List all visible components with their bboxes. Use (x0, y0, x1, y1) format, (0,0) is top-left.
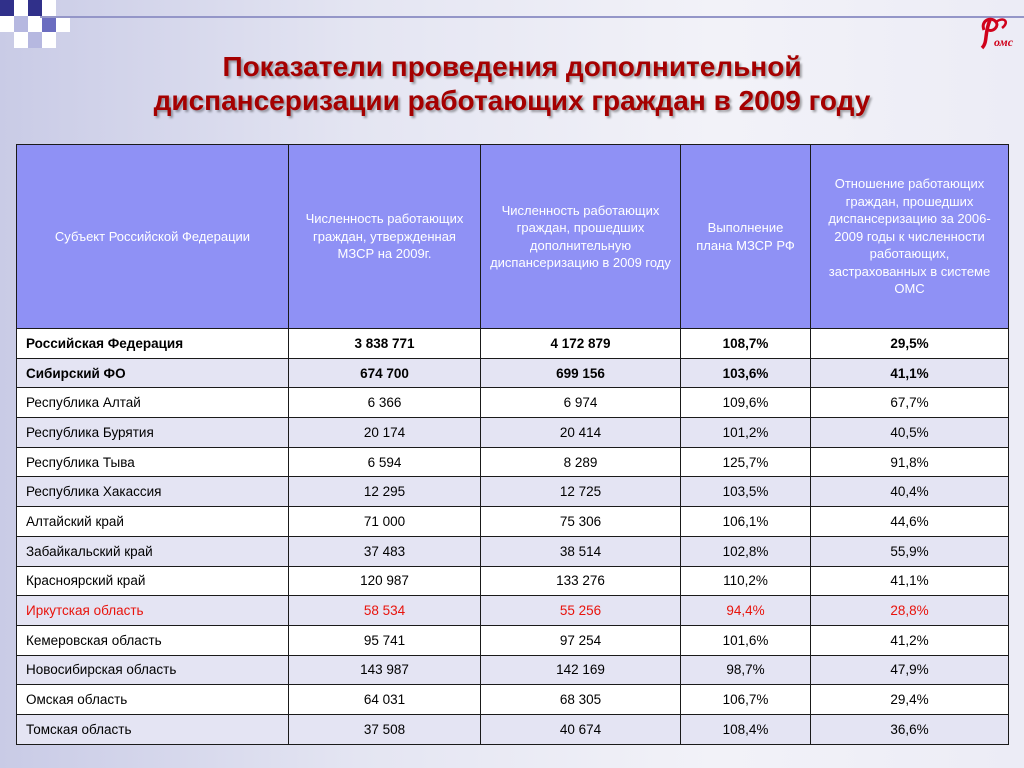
table-row: Красноярский край 120 987 133 276 110,2% 41,… (16, 565, 1009, 597)
cell-plan-fulfillment: 125,7% (680, 446, 811, 478)
table-row: Республика Тыва 6 594 8 289 125,7% 91,8% (16, 446, 1009, 478)
cell-planned-count: 143 987 (288, 654, 481, 686)
cell-planned-count: 64 031 (288, 684, 481, 715)
cell-coverage-ratio: 28,8% (810, 595, 1009, 626)
cell-examined-count: 133 276 (480, 565, 681, 597)
cell-planned-count: 37 508 (288, 713, 481, 745)
cell-examined-count: 38 514 (480, 535, 681, 567)
cell-coverage-ratio: 40,5% (810, 417, 1009, 448)
cell-examined-count: 68 305 (480, 684, 681, 715)
cell-examined-count: 4 172 879 (480, 328, 681, 359)
cell-coverage-ratio: 41,2% (810, 624, 1009, 656)
cell-examined-count: 12 725 (480, 476, 681, 508)
cell-planned-count: 58 534 (288, 595, 481, 626)
cell-subject: Республика Хакассия (16, 476, 289, 508)
table-row: Сибирский ФО 674 700 699 156 103,6% 41,1% (16, 357, 1009, 389)
cell-coverage-ratio: 67,7% (810, 387, 1009, 419)
cell-coverage-ratio: 41,1% (810, 357, 1009, 389)
cell-coverage-ratio: 29,4% (810, 684, 1009, 715)
cell-plan-fulfillment: 98,7% (680, 654, 811, 686)
cell-subject: Российская Федерация (16, 328, 289, 359)
cell-plan-fulfillment: 109,6% (680, 387, 811, 419)
cell-examined-count: 97 254 (480, 624, 681, 656)
cell-plan-fulfillment: 103,5% (680, 476, 811, 508)
table-header-row: Субъект Российской Федерации Численность… (16, 144, 1009, 329)
table-row: Иркутская область 58 534 55 256 94,4% 28,8% (16, 595, 1009, 626)
cell-subject: Алтайский край (16, 506, 289, 537)
cell-plan-fulfillment: 106,1% (680, 506, 811, 537)
cell-coverage-ratio: 41,1% (810, 565, 1009, 597)
table-body: Российская Федерация 3 838 771 4 172 879 10… (16, 328, 1009, 745)
cell-subject: Республика Бурятия (16, 417, 289, 448)
cell-subject: Иркутская область (16, 595, 289, 626)
cell-planned-count: 37 483 (288, 535, 481, 567)
table-row: Новосибирская область 143 987 142 169 98,7%… (16, 654, 1009, 686)
cell-planned-count: 6 594 (288, 446, 481, 478)
cell-planned-count: 20 174 (288, 417, 481, 448)
cell-plan-fulfillment: 101,2% (680, 417, 811, 448)
title-line-2: диспансеризации работающих граждан в 200… (153, 85, 871, 116)
table-row: Республика Бурятия 20 174 20 414 101,2% 40,5… (16, 417, 1009, 448)
table-row: Российская Федерация 3 838 771 4 172 879 10… (16, 328, 1009, 359)
cell-subject: Республика Алтай (16, 387, 289, 419)
cell-coverage-ratio: 91,8% (810, 446, 1009, 478)
cell-coverage-ratio: 44,6% (810, 506, 1009, 537)
cell-subject: Красноярский край (16, 565, 289, 597)
cell-examined-count: 142 169 (480, 654, 681, 686)
cell-planned-count: 71 000 (288, 506, 481, 537)
cell-subject: Новосибирская область (16, 654, 289, 686)
cell-coverage-ratio: 36,6% (810, 713, 1009, 745)
cell-examined-count: 6 974 (480, 387, 681, 419)
cell-plan-fulfillment: 108,7% (680, 328, 811, 359)
cell-plan-fulfillment: 103,6% (680, 357, 811, 389)
cell-planned-count: 3 838 771 (288, 328, 481, 359)
cell-examined-count: 699 156 (480, 357, 681, 389)
slide-title: Показатели проведения дополнительной дис… (0, 50, 1024, 118)
cell-planned-count: 95 741 (288, 624, 481, 656)
cell-planned-count: 674 700 (288, 357, 481, 389)
table-row: Омская область 64 031 68 305 106,7% 29,4% (16, 684, 1009, 715)
column-header-plan-fulfillment: Выполнение плана МЗСР РФ (680, 144, 811, 329)
cell-plan-fulfillment: 108,4% (680, 713, 811, 745)
cell-coverage-ratio: 47,9% (810, 654, 1009, 686)
decorative-squares (0, 0, 90, 50)
cell-examined-count: 75 306 (480, 506, 681, 537)
table-row: Республика Алтай 6 366 6 974 109,6% 67,7% (16, 387, 1009, 419)
cell-subject: Забайкальский край (16, 535, 289, 567)
cell-plan-fulfillment: 106,7% (680, 684, 811, 715)
logo-text: омс (994, 35, 1014, 49)
cell-plan-fulfillment: 110,2% (680, 565, 811, 597)
cell-planned-count: 12 295 (288, 476, 481, 508)
column-header-subject: Субъект Российской Федерации (16, 144, 289, 329)
cell-plan-fulfillment: 101,6% (680, 624, 811, 656)
table-row: Алтайский край 71 000 75 306 106,1% 44,6% (16, 506, 1009, 537)
cell-subject: Республика Тыва (16, 446, 289, 478)
column-header-planned-count: Численность работающих граждан, утвержде… (288, 144, 481, 329)
cell-subject: Кемеровская область (16, 624, 289, 656)
cell-plan-fulfillment: 102,8% (680, 535, 811, 567)
cell-examined-count: 55 256 (480, 595, 681, 626)
table-row: Томская область 37 508 40 674 108,4% 36,6% (16, 713, 1009, 745)
foms-logo: омс (976, 12, 1022, 52)
cell-subject: Омская область (16, 684, 289, 715)
cell-examined-count: 40 674 (480, 713, 681, 745)
table-row: Кемеровская область 95 741 97 254 101,6% 41,… (16, 624, 1009, 656)
table-row: Республика Хакассия 12 295 12 725 103,5% 40,… (16, 476, 1009, 508)
column-header-examined-count: Численность работающих граждан, прошедши… (480, 144, 681, 329)
cell-coverage-ratio: 55,9% (810, 535, 1009, 567)
column-header-coverage-ratio: Отношение работающих граждан, прошедших … (810, 144, 1009, 329)
cell-subject: Сибирский ФО (16, 357, 289, 389)
title-line-1: Показатели проведения дополнительной (222, 51, 802, 82)
cell-examined-count: 8 289 (480, 446, 681, 478)
cell-planned-count: 120 987 (288, 565, 481, 597)
cell-coverage-ratio: 40,4% (810, 476, 1009, 508)
cell-coverage-ratio: 29,5% (810, 328, 1009, 359)
header-divider-line (40, 16, 1024, 18)
cell-planned-count: 6 366 (288, 387, 481, 419)
cell-subject: Томская область (16, 713, 289, 745)
cell-plan-fulfillment: 94,4% (680, 595, 811, 626)
table-row: Забайкальский край 37 483 38 514 102,8% 55,9… (16, 535, 1009, 567)
dispensary-indicators-table: Субъект Российской Федерации Численность… (16, 144, 1009, 745)
cell-examined-count: 20 414 (480, 417, 681, 448)
